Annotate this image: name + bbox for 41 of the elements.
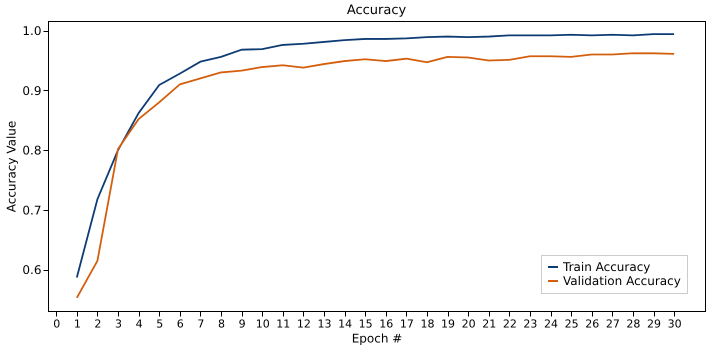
y-tick-label: 1.0 [22, 24, 42, 38]
x-tick-label: 16 [379, 318, 394, 330]
x-tick-label: 17 [400, 318, 414, 330]
x-axis-title: Epoch # [352, 332, 402, 346]
x-tick-label: 9 [238, 318, 246, 330]
x-tick-label: 29 [647, 318, 662, 330]
x-tick-label: 4 [136, 318, 143, 330]
y-tick-label: 0.6 [22, 263, 42, 278]
x-tick-label: 6 [176, 318, 184, 330]
chart-title: Accuracy [346, 3, 406, 18]
x-tick-label: 30 [668, 318, 682, 330]
x-tick-label: 13 [317, 318, 332, 330]
x-tick-label: 10 [256, 318, 270, 330]
x-tick-label: 11 [276, 318, 290, 330]
x-tick-label: 8 [218, 318, 226, 330]
x-tick-label: 3 [115, 318, 122, 330]
x-tick-label: 21 [482, 318, 496, 330]
y-axis-title: Accuracy Value [4, 120, 18, 212]
y-tick-label: 0.9 [22, 84, 42, 98]
x-tick-label: 12 [296, 318, 311, 330]
x-tick-label: 22 [502, 318, 517, 330]
x-tick-label: 20 [462, 318, 476, 330]
x-tick-label: 24 [544, 318, 558, 330]
x-tick-label: 14 [338, 318, 352, 330]
y-tick-label: 0.7 [22, 203, 42, 218]
x-tick-label: 27 [606, 318, 620, 330]
y-tick-label: 0.8 [22, 144, 42, 158]
legend-label: Train Accuracy [562, 260, 650, 274]
x-tick-label: 25 [564, 318, 579, 330]
x-tick-label: 5 [156, 318, 164, 330]
x-tick-label: 23 [523, 318, 538, 330]
x-tick-label: 7 [197, 318, 204, 330]
x-tick-label: 1 [74, 318, 81, 330]
x-tick-label: 2 [94, 318, 102, 330]
legend-label: Validation Accuracy [563, 274, 681, 288]
x-tick-label: 19 [441, 318, 456, 330]
x-tick-label: 15 [358, 318, 373, 330]
x-tick-label: 18 [420, 318, 434, 330]
x-tick-label: 28 [626, 318, 640, 330]
x-tick-label: 0 [53, 318, 60, 330]
x-tick-label: 26 [585, 318, 600, 330]
